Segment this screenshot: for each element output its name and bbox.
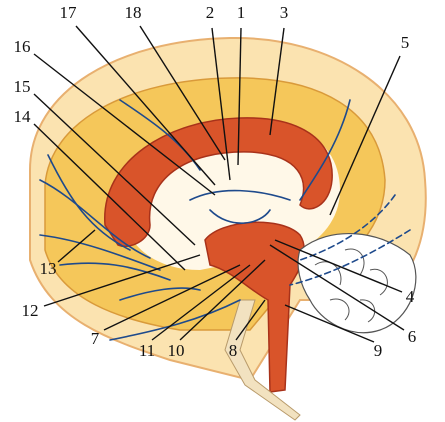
number-label: 4 [406, 287, 415, 306]
number-label: 8 [229, 341, 238, 360]
brain-diagram: 123456789101112131415161718 [0, 0, 445, 422]
number-label: 13 [40, 259, 57, 278]
number-label: 9 [374, 341, 383, 360]
number-label: 12 [22, 301, 39, 320]
number-label: 11 [139, 341, 155, 360]
number-label: 2 [206, 3, 215, 22]
number-label: 16 [14, 37, 31, 56]
number-label: 5 [401, 33, 410, 52]
number-label: 1 [237, 3, 246, 22]
number-label: 14 [14, 107, 32, 126]
number-label: 15 [14, 77, 31, 96]
number-label: 6 [408, 327, 417, 346]
number-label: 7 [91, 329, 100, 348]
number-label: 17 [60, 3, 78, 22]
number-label: 3 [280, 3, 289, 22]
number-label: 18 [125, 3, 142, 22]
number-label: 10 [168, 341, 185, 360]
